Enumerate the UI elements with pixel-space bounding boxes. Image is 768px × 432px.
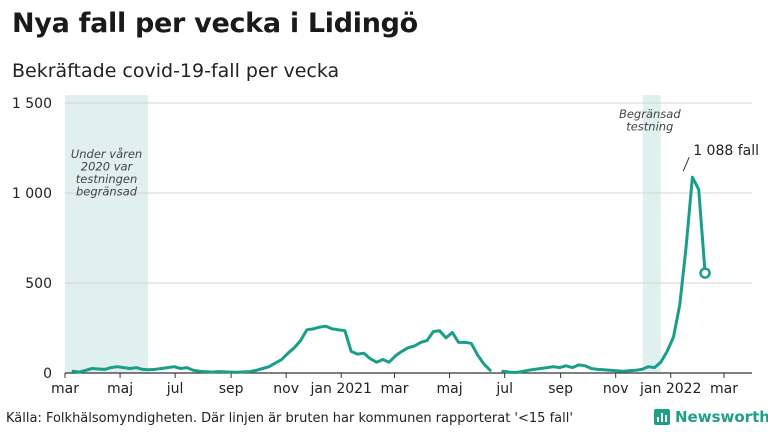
bar-chart-icon bbox=[654, 409, 670, 425]
chart-title: Nya fall per vecka i Lidingö bbox=[12, 8, 418, 39]
peak-annotation: 1 088 fall bbox=[693, 143, 759, 159]
last-point-marker bbox=[699, 267, 711, 279]
x-tick-label: mar bbox=[710, 381, 738, 397]
x-tick-label: maj bbox=[107, 381, 133, 397]
x-tick-label: sep bbox=[548, 381, 573, 397]
shaded-period-label: testning bbox=[626, 120, 673, 134]
shaded-period-2 bbox=[642, 95, 661, 373]
series-line-1 bbox=[71, 324, 492, 374]
brand-logo: Newsworthy bbox=[654, 408, 768, 426]
x-tick-label: nov bbox=[603, 381, 629, 397]
x-tick-label: jul bbox=[495, 381, 513, 397]
y-tick-label: 0 bbox=[43, 366, 52, 382]
series-line-2 bbox=[501, 175, 707, 374]
shaded-period-label: begränsad bbox=[76, 185, 138, 199]
annotation-leader bbox=[682, 156, 690, 172]
y-tick-label: 1 500 bbox=[12, 96, 52, 112]
shaded-period-label: 2020 var bbox=[81, 160, 134, 174]
source-note: Källa: Folkhälsomyndigheten. Där linjen … bbox=[6, 411, 573, 426]
y-tick-label: 1 000 bbox=[12, 186, 52, 202]
chart-subtitle: Bekräftade covid-19-fall per vecka bbox=[12, 60, 340, 82]
x-tick-label: jul bbox=[166, 381, 184, 397]
x-tick-label: nov bbox=[273, 381, 299, 397]
x-tick-label: maj bbox=[437, 381, 463, 397]
shaded-period-label: testningen bbox=[76, 172, 138, 186]
x-tick-label: mar bbox=[51, 381, 79, 397]
brand-name: Newsworthy bbox=[675, 408, 768, 426]
shaded-period-label: Begränsad bbox=[619, 107, 681, 121]
shaded-period-label: Under våren bbox=[71, 147, 142, 161]
x-tick-label: jan 2021 bbox=[310, 381, 372, 397]
shaded-period-1 bbox=[65, 95, 149, 373]
x-tick-label: mar bbox=[381, 381, 409, 397]
y-tick-label: 500 bbox=[25, 276, 52, 292]
x-tick-label: sep bbox=[219, 381, 244, 397]
x-tick-label: jan 2022 bbox=[639, 381, 701, 397]
